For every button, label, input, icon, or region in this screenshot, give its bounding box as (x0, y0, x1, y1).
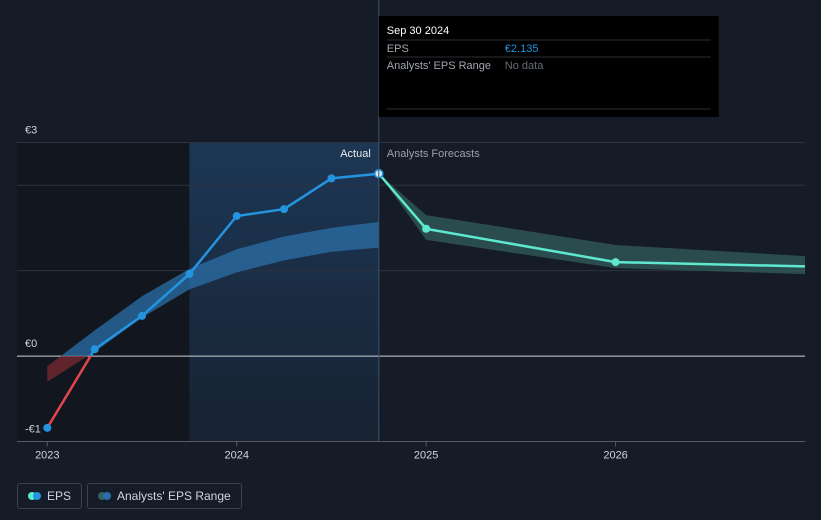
tooltip-date: Sep 30 2024 (387, 25, 449, 37)
tooltip-label: Analysts' EPS Range (387, 60, 491, 72)
tooltip: Sep 30 2024 EPS €2.135 Analysts' EPS Range N… (378, 0, 719, 442)
legend-item[interactable]: Analysts' EPS Range (87, 483, 242, 509)
eps-line (46, 172, 379, 429)
legend-label: Analysts' EPS Range (117, 489, 231, 503)
x-tick-label: 2024 (224, 449, 248, 461)
legend-swatch (28, 492, 41, 500)
tooltip-box (378, 16, 719, 117)
highlight-region (189, 142, 379, 442)
eps-point (185, 270, 194, 279)
tooltip-value: No data (505, 60, 544, 72)
legend-label: EPS (47, 489, 72, 503)
eps-point (43, 423, 52, 432)
y-tick-label: €0 (25, 338, 37, 350)
forecast-point (611, 258, 620, 267)
legend-item[interactable]: EPS (17, 483, 83, 509)
forecast-label: Analysts Forecasts (387, 148, 480, 160)
x-tick-label: 2025 (414, 449, 438, 461)
eps-point (90, 345, 99, 354)
tooltip-label: EPS (387, 43, 409, 55)
eps-forecast-line (377, 172, 806, 268)
eps-point (232, 211, 241, 220)
forecast-point (422, 224, 431, 233)
tooltip-value: €2.135 (505, 43, 539, 55)
forecast-range-band (378, 173, 805, 275)
background (17, 142, 379, 442)
eps-point (138, 311, 147, 320)
x-tick-label: 2026 (603, 449, 627, 461)
eps-point (280, 205, 289, 214)
x-tick-label: 2023 (35, 449, 59, 461)
actual-label: Actual (340, 148, 371, 160)
eps-point (327, 174, 336, 183)
y-tick-label: -€1 (25, 423, 41, 435)
range-band (47, 221, 379, 382)
marks: Actual Analysts Forecasts (43, 148, 806, 432)
y-tick-label: €3 (25, 124, 37, 136)
legend-swatch (98, 492, 111, 500)
grid: -€1 €0 €3 2023 2024 2025 2026 (17, 124, 805, 461)
